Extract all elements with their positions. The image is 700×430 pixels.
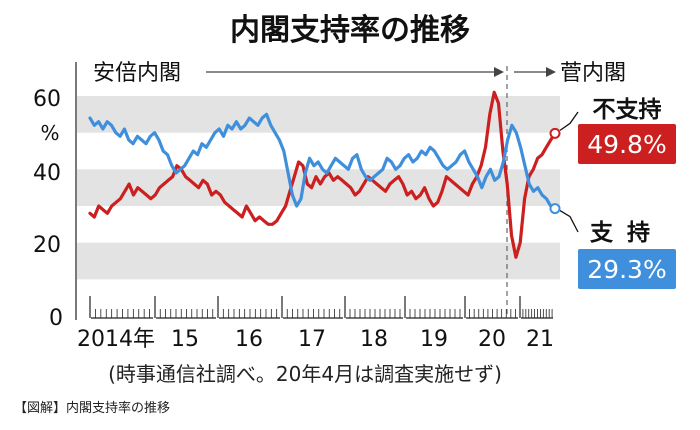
background-band bbox=[77, 242, 560, 280]
series-end-marker-disapproval bbox=[549, 127, 561, 139]
background-band bbox=[77, 169, 560, 206]
era-label-abe: 安倍内閣 bbox=[93, 61, 181, 86]
y-tick-label: 0 bbox=[49, 306, 63, 331]
y-tick-label: 20 bbox=[33, 233, 61, 258]
series-end-marker-approval bbox=[549, 203, 561, 215]
x-axis-labels: 2014年 15 16 17 18 19 20 21 bbox=[77, 327, 554, 352]
series-line-approval bbox=[88, 112, 557, 211]
era-arrow-suga-head bbox=[546, 67, 556, 77]
figure-caption: 【図解】内閣支持率の推移 bbox=[14, 401, 171, 416]
callout-box-disapproval bbox=[578, 124, 676, 164]
background-bands bbox=[77, 96, 560, 280]
callout-connector-disapproval bbox=[559, 111, 579, 131]
callout-value-disapproval: 49.8% bbox=[587, 130, 666, 159]
y-tick-label: 60 bbox=[33, 87, 61, 112]
x-tick-label: 16 bbox=[235, 327, 263, 352]
era-arrow-abe-head bbox=[494, 67, 504, 77]
y-unit-label: % bbox=[40, 121, 59, 145]
background-band bbox=[77, 96, 560, 133]
chart-title: 内閣支持率の推移 bbox=[230, 13, 470, 48]
y-tick-label: 40 bbox=[33, 161, 61, 186]
chart-note: (時事通信社調べ。20年4月は調査実施せず) bbox=[108, 362, 502, 386]
x-tick-label: 19 bbox=[420, 327, 448, 352]
x-tick-label: 18 bbox=[360, 327, 388, 352]
series-name-disapproval: 不支持 bbox=[593, 97, 662, 123]
callout-value-approval: 29.3% bbox=[587, 255, 666, 284]
callout-connector-approval bbox=[559, 210, 579, 233]
era-label-suga: 菅内閣 bbox=[560, 61, 626, 86]
series-name-approval: 支持 bbox=[589, 220, 664, 246]
x-tick-label: 2014年 bbox=[77, 327, 155, 352]
x-tick-label: 21 bbox=[526, 327, 554, 352]
x-tick-label: 17 bbox=[298, 327, 326, 352]
x-tick-label: 15 bbox=[171, 327, 199, 352]
callout-box-approval bbox=[578, 249, 676, 289]
x-tick-label: 20 bbox=[478, 327, 506, 352]
x-axis-ticks bbox=[89, 296, 553, 319]
